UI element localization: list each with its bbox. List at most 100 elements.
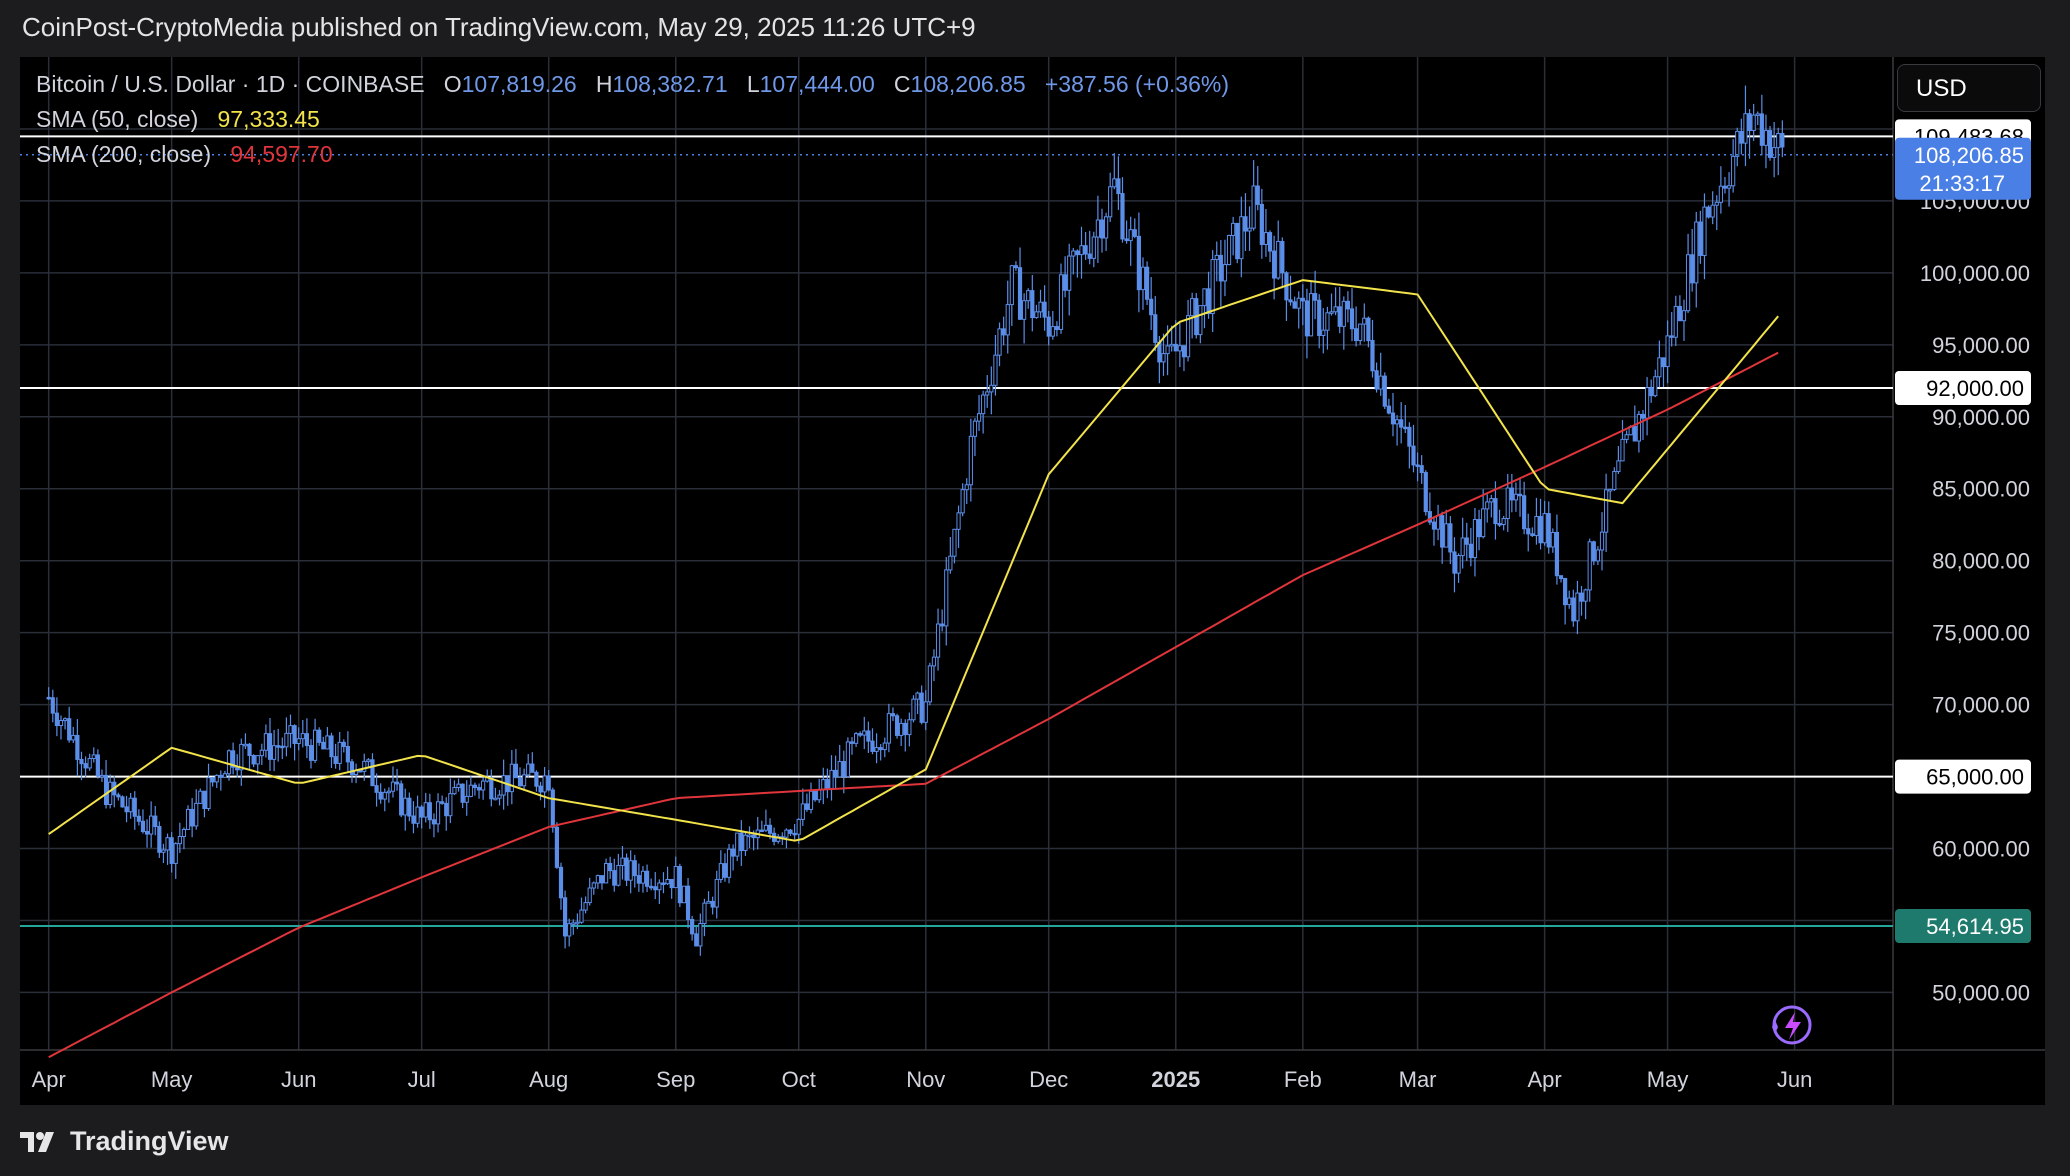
candle-body[interactable]	[1534, 516, 1539, 537]
x-axis[interactable]: Apr May Jun Jul Aug Sep Oct Nov Dec 2025 Feb Mar Apr…	[32, 1067, 1813, 1092]
candle-body[interactable]	[890, 713, 896, 717]
candle-body[interactable]	[1071, 250, 1076, 257]
level-tag[interactable]	[1895, 371, 2031, 405]
candle-body[interactable]	[534, 771, 539, 787]
candle-body[interactable]	[468, 784, 473, 797]
candle-body[interactable]	[1103, 216, 1109, 239]
candle-body[interactable]	[587, 887, 592, 904]
candle-body[interactable]	[1087, 253, 1092, 259]
candle-body[interactable]	[894, 715, 900, 736]
candle-body[interactable]	[1173, 343, 1178, 352]
candle-body[interactable]	[329, 735, 334, 758]
candle-body[interactable]	[616, 864, 621, 886]
candle-body[interactable]	[349, 761, 355, 775]
candle-body[interactable]	[796, 818, 801, 835]
candle-body[interactable]	[1780, 133, 1785, 148]
candle-body[interactable]	[1468, 543, 1473, 559]
candle-body[interactable]	[272, 745, 277, 760]
candle-body[interactable]	[1767, 130, 1773, 158]
candle-body[interactable]	[1579, 592, 1584, 602]
candle-body[interactable]	[1382, 375, 1387, 407]
candle-body[interactable]	[284, 732, 289, 748]
candle-body[interactable]	[1394, 419, 1400, 425]
candle-body[interactable]	[1677, 305, 1682, 322]
candle-body[interactable]	[116, 794, 121, 798]
candle-body[interactable]	[1308, 293, 1314, 337]
candle-body[interactable]	[1034, 311, 1039, 319]
candle-body[interactable]	[1497, 523, 1502, 526]
candle-body[interactable]	[1366, 317, 1371, 342]
candle-body[interactable]	[968, 435, 973, 486]
candle-body[interactable]	[259, 749, 264, 757]
candle-body[interactable]	[1038, 301, 1043, 313]
candle-body[interactable]	[239, 743, 244, 771]
candle-body[interactable]	[263, 733, 269, 751]
candle-body[interactable]	[731, 848, 736, 857]
candle-body[interactable]	[435, 801, 441, 825]
candle-body[interactable]	[981, 394, 986, 415]
candle-body[interactable]	[972, 420, 978, 437]
candle-body[interactable]	[1731, 155, 1736, 187]
candle-body[interactable]	[54, 712, 59, 727]
candle-body[interactable]	[923, 701, 928, 723]
candle-body[interactable]	[636, 875, 641, 884]
candle-body[interactable]	[1763, 130, 1769, 146]
candle-body[interactable]	[595, 875, 600, 884]
candle-body[interactable]	[333, 756, 338, 764]
candle-body[interactable]	[149, 815, 154, 835]
candle-body[interactable]	[476, 787, 482, 791]
candle-body[interactable]	[1251, 185, 1256, 229]
candle-body[interactable]	[1599, 531, 1605, 551]
candle-body[interactable]	[79, 758, 84, 765]
candle-body[interactable]	[1513, 493, 1519, 501]
candle-body[interactable]	[140, 820, 146, 833]
candle-body[interactable]	[1165, 345, 1170, 355]
candle-body[interactable]	[312, 729, 318, 761]
candle-body[interactable]	[1669, 335, 1674, 338]
candle-body[interactable]	[1206, 288, 1211, 315]
candle-body[interactable]	[1657, 357, 1662, 378]
candle-body[interactable]	[1317, 299, 1322, 337]
candle-body[interactable]	[177, 836, 182, 845]
candle-body[interactable]	[714, 878, 719, 908]
candle-body[interactable]	[1472, 519, 1478, 559]
candle-body[interactable]	[1726, 185, 1732, 189]
candle-body[interactable]	[1522, 495, 1527, 530]
candle-body[interactable]	[386, 790, 391, 794]
candle-body[interactable]	[989, 384, 994, 393]
candle-body[interactable]	[1624, 434, 1629, 440]
candle-body[interactable]	[1116, 178, 1121, 195]
candle-body[interactable]	[550, 789, 555, 828]
candle-body[interactable]	[464, 795, 469, 803]
candle-body[interactable]	[546, 775, 551, 791]
candle-body[interactable]	[345, 746, 350, 763]
candle-body[interactable]	[931, 656, 937, 667]
candle-body[interactable]	[247, 743, 252, 756]
price-chart[interactable]: 50,000.0055,000.0060,000.0065,000.0070,0…	[20, 57, 2045, 1105]
candle-body[interactable]	[767, 824, 773, 834]
candle-body[interactable]	[817, 789, 822, 801]
candle-body[interactable]	[144, 831, 150, 835]
candle-body[interactable]	[1132, 229, 1137, 237]
candle-body[interactable]	[1554, 531, 1560, 577]
candle-body[interactable]	[956, 512, 961, 530]
candle-body[interactable]	[1354, 328, 1359, 342]
candle-body[interactable]	[1169, 343, 1174, 347]
candle-body[interactable]	[173, 843, 178, 864]
candle-body[interactable]	[886, 713, 891, 744]
candle-body[interactable]	[1247, 227, 1252, 232]
candle-body[interactable]	[1144, 266, 1150, 300]
candle-body[interactable]	[497, 794, 502, 799]
candle-body[interactable]	[444, 802, 449, 817]
candle-body[interactable]	[845, 741, 850, 778]
candle-body[interactable]	[108, 781, 113, 806]
candle-body[interactable]	[1489, 498, 1494, 503]
candle-body[interactable]	[95, 754, 100, 777]
candle-body[interactable]	[493, 797, 498, 801]
candle-body[interactable]	[866, 730, 871, 742]
candle-body[interactable]	[411, 815, 416, 824]
candle-body[interactable]	[1255, 185, 1260, 205]
candle-body[interactable]	[1690, 254, 1695, 284]
candle-body[interactable]	[198, 790, 203, 804]
candle-body[interactable]	[1587, 541, 1592, 591]
